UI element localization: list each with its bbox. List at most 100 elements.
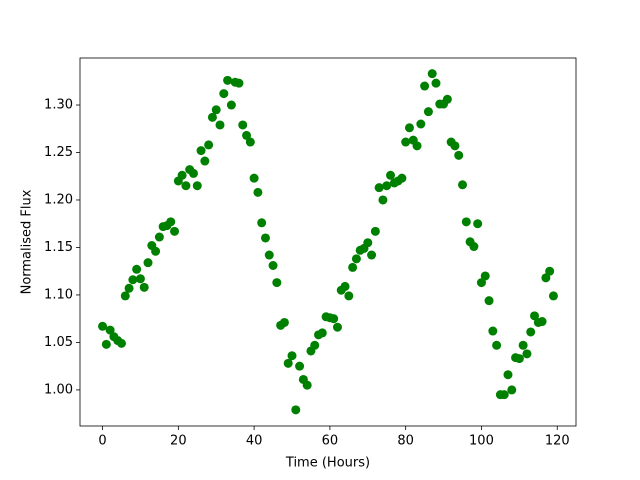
x-tick-label: 100 — [469, 434, 494, 449]
data-point — [253, 187, 263, 197]
data-point — [363, 238, 373, 248]
data-point — [188, 168, 198, 178]
data-point — [170, 226, 180, 236]
data-point — [537, 317, 547, 327]
plot-frame — [79, 57, 577, 427]
data-point — [484, 296, 494, 306]
data-point — [469, 242, 479, 252]
data-point — [128, 275, 138, 285]
data-point — [351, 254, 361, 264]
data-point — [473, 219, 483, 229]
data-point — [264, 250, 274, 260]
data-point — [260, 233, 270, 243]
data-point — [382, 181, 392, 191]
data-point — [397, 173, 407, 183]
data-point — [492, 340, 502, 350]
data-point — [412, 141, 422, 151]
data-point — [522, 349, 532, 359]
data-point — [177, 170, 187, 180]
data-point — [151, 246, 161, 256]
data-point — [132, 264, 142, 274]
data-point — [139, 282, 149, 292]
data-point — [181, 181, 191, 191]
data-point — [458, 180, 468, 190]
data-point — [541, 273, 551, 283]
data-point — [348, 262, 358, 272]
data-point — [135, 274, 145, 284]
y-tick-label: 1.30 — [44, 98, 73, 113]
data-point — [518, 340, 528, 350]
data-point — [143, 258, 153, 268]
y-axis-label: Normalised Flux — [20, 189, 35, 294]
data-point — [295, 361, 305, 371]
x-tick-label: 0 — [98, 434, 106, 449]
data-point — [340, 281, 350, 291]
data-point — [204, 140, 214, 150]
data-point — [461, 217, 471, 227]
data-point — [101, 339, 111, 349]
data-point — [488, 326, 498, 336]
data-point — [283, 358, 293, 368]
data-point — [476, 278, 486, 288]
data-point — [499, 390, 509, 400]
data-point — [401, 137, 411, 147]
data-point — [196, 146, 206, 156]
data-point — [480, 271, 490, 281]
x-tick-label: 20 — [170, 434, 187, 449]
data-point — [310, 340, 320, 350]
data-point — [302, 380, 312, 390]
data-point — [207, 112, 217, 122]
data-point — [219, 89, 229, 99]
data-point — [245, 137, 255, 147]
data-point — [503, 370, 513, 380]
data-point — [234, 78, 244, 88]
data-point — [211, 105, 221, 115]
data-point — [530, 311, 540, 321]
data-point — [548, 291, 558, 301]
data-point — [105, 325, 115, 335]
data-point — [442, 94, 452, 104]
data-point — [367, 250, 377, 260]
data-point — [215, 120, 225, 130]
data-point — [242, 130, 252, 140]
x-tick-label: 60 — [322, 434, 339, 449]
data-point — [374, 183, 384, 193]
data-point — [431, 78, 441, 88]
data-point — [98, 321, 108, 331]
data-point — [526, 327, 536, 337]
data-point — [514, 354, 524, 364]
y-tick-label: 1.15 — [44, 240, 73, 255]
data-point — [226, 100, 236, 110]
data-point — [317, 328, 327, 338]
data-point — [257, 218, 267, 228]
data-point — [454, 150, 464, 160]
data-point — [166, 217, 176, 227]
y-tick-label: 1.20 — [44, 192, 73, 207]
data-point — [249, 173, 259, 183]
data-point — [223, 75, 233, 85]
data-point — [272, 278, 282, 288]
data-point — [423, 107, 433, 117]
x-tick-label: 40 — [246, 434, 263, 449]
y-tick-label: 1.00 — [44, 382, 73, 397]
data-point — [291, 405, 301, 415]
data-point — [268, 261, 278, 271]
data-point — [420, 81, 430, 91]
y-tick-label: 1.10 — [44, 287, 73, 302]
data-point — [386, 170, 396, 180]
data-point — [287, 351, 297, 361]
data-point — [344, 291, 354, 301]
data-point — [545, 266, 555, 276]
data-point — [154, 232, 164, 242]
data-point — [200, 156, 210, 166]
data-point — [370, 226, 380, 236]
data-point — [404, 123, 414, 133]
y-tick-label: 1.25 — [44, 145, 73, 160]
data-point — [427, 69, 437, 79]
data-point — [329, 314, 339, 324]
x-axis-label: Time (Hours) — [285, 456, 370, 471]
x-tick-label: 120 — [545, 434, 570, 449]
data-point — [332, 322, 342, 332]
